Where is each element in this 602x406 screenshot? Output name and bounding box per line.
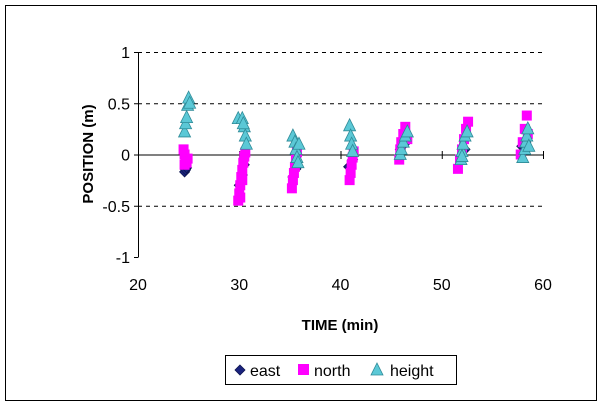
x-tick-label-2: 40 — [332, 277, 350, 294]
point-height-23 — [394, 141, 408, 155]
point-north-5 — [179, 159, 190, 170]
legend-label-east: east — [250, 363, 281, 380]
y-tick-label-0: -1 — [116, 250, 130, 267]
legend-marker-east — [234, 364, 246, 376]
point-height-32 — [455, 148, 469, 162]
y-tick-label-2: 0 — [121, 148, 130, 165]
point-height-26 — [400, 124, 414, 138]
legend-marker-north — [298, 364, 309, 375]
axes — [134, 52, 544, 258]
point-height-0 — [177, 124, 192, 138]
point-north-0 — [178, 144, 189, 155]
legend-marker-height — [370, 362, 384, 376]
point-north-16 — [286, 183, 297, 194]
point-north-22 — [344, 175, 355, 186]
point-height-37 — [521, 120, 535, 135]
point-height-29 — [456, 136, 470, 150]
point-height-36 — [520, 128, 534, 142]
x-tick-label-3: 50 — [433, 277, 451, 294]
legend-label-north: north — [314, 363, 350, 380]
point-north-15 — [237, 175, 248, 186]
point-height-2 — [179, 109, 194, 123]
y-axis-title: POSITION (m) — [80, 104, 97, 203]
legend-item-height: height — [370, 362, 434, 380]
point-height-16 — [291, 154, 305, 169]
point-north-13 — [240, 147, 251, 158]
tick-labels: -1 -0.5 0 0.5 1 20 30 40 50 60 — [102, 45, 552, 294]
legend: east north height — [225, 355, 457, 385]
y-tick-label-3: 0.5 — [108, 96, 130, 113]
x-tick-label-0: 20 — [129, 277, 147, 294]
point-north-17 — [287, 175, 298, 186]
point-north-23 — [345, 167, 356, 178]
y-tick-label-1: -0.5 — [102, 199, 130, 216]
chart-frame — [5, 5, 597, 401]
point-height-17 — [292, 136, 306, 150]
point-north-33 — [452, 163, 463, 174]
x-axis-title: TIME (min) — [302, 317, 379, 334]
legend-item-east: east — [234, 363, 281, 380]
point-north-4 — [182, 153, 193, 164]
legend-box — [225, 355, 457, 385]
point-height-10 — [239, 136, 253, 150]
y-tick-label-4: 1 — [121, 45, 130, 62]
point-north-11 — [238, 157, 249, 168]
point-height-5 — [182, 95, 197, 109]
point-north-42 — [521, 110, 532, 121]
point-height-31 — [460, 124, 474, 138]
point-north-14 — [235, 192, 246, 203]
point-north-24 — [346, 159, 357, 170]
point-north-38 — [463, 116, 474, 127]
point-height-11 — [236, 115, 250, 130]
legend-item-north: north — [298, 363, 350, 380]
x-tick-label-4: 60 — [534, 277, 552, 294]
point-north-18 — [288, 167, 299, 178]
point-height-38 — [522, 138, 536, 152]
point-height-33 — [516, 149, 530, 163]
legend-label-height: height — [390, 363, 434, 380]
point-north-25 — [347, 152, 358, 163]
data-marks — [177, 90, 536, 206]
point-height-21 — [346, 143, 360, 157]
x-tick-label-1: 30 — [230, 277, 248, 294]
grid — [138, 52, 543, 207]
point-north-31 — [400, 121, 411, 132]
point-north-10 — [237, 164, 248, 175]
point-north-8 — [235, 180, 246, 191]
